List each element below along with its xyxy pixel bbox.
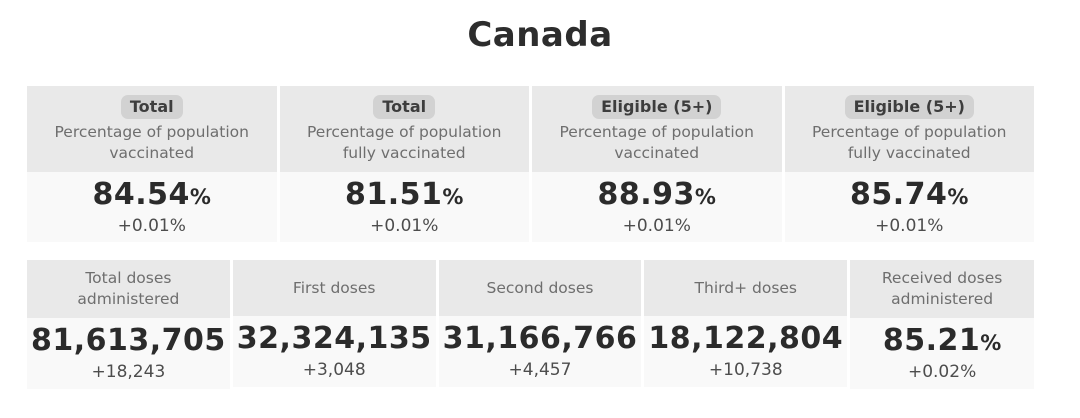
metric-value: 84.54%	[92, 176, 211, 212]
metric-card-header: Third+ doses	[644, 260, 848, 316]
page-title: Canada	[467, 15, 613, 55]
metric-label: Percentage of population fully vaccinate…	[307, 122, 502, 162]
metric-card-total-fully-vaccinated: Total Percentage of population fully vac…	[279, 86, 529, 242]
metric-label: First doses	[292, 278, 376, 297]
metric-value: 32,324,135	[236, 321, 432, 356]
metric-card-second-doses: Second doses 31,166,766 +4,457	[438, 260, 642, 389]
percent-unit: %	[189, 184, 211, 209]
metric-delta: +0.01%	[370, 215, 439, 236]
metric-value-area: 81.51% +0.01%	[279, 172, 529, 242]
metric-card-header: Total doses administered	[27, 260, 230, 318]
metric-label: Percentage of population vaccinated	[559, 122, 754, 162]
metric-card-header: Second doses	[438, 260, 642, 316]
metric-value-area: 85.21% +0.02%	[850, 318, 1034, 389]
metric-delta: +0.02%	[907, 362, 977, 382]
metric-label: Total doses administered	[77, 269, 180, 308]
metric-card-first-doses: First doses 32,324,135 +3,048	[232, 260, 436, 389]
metric-label: Received doses administered	[881, 269, 1003, 308]
metric-card-header: Total Percentage of population fully vac…	[279, 86, 529, 172]
metric-card-third-doses: Third+ doses 18,122,804 +10,738	[644, 260, 848, 389]
percent-unit: %	[442, 184, 464, 209]
metric-label: Third+ doses	[694, 278, 798, 297]
metric-card-header: First doses	[232, 260, 436, 316]
metric-value-area: 88.93% +0.01%	[532, 172, 782, 242]
vaccination-dashboard: Canada Total Percentage of population va…	[27, 15, 1034, 389]
percent-unit: %	[980, 331, 1002, 355]
metric-delta: +4,457	[508, 360, 572, 380]
metric-value-area: 81,613,705 +18,243	[27, 318, 230, 389]
metric-card-header: Received doses administered	[850, 260, 1034, 318]
metric-value-area: 32,324,135 +3,048	[232, 316, 436, 387]
metric-value: 85.74%	[850, 176, 969, 212]
metric-card-eligible-vaccinated: Eligible (5+) Percentage of population v…	[532, 86, 782, 242]
metric-value: 18,122,804	[648, 321, 844, 356]
metric-delta: +0.01%	[117, 215, 186, 236]
metric-delta: +0.01%	[875, 215, 944, 236]
metric-value: 81,613,705	[31, 323, 226, 358]
metric-delta: +10,738	[708, 360, 783, 380]
doses-metrics-row: Total doses administered 81,613,705 +18,…	[27, 260, 1034, 389]
scope-badge: Eligible (5+)	[592, 94, 722, 119]
metric-card-header: Eligible (5+) Percentage of population f…	[784, 86, 1034, 172]
metric-card-header: Total Percentage of population vaccinate…	[27, 86, 277, 172]
percent-unit: %	[947, 184, 969, 209]
metric-label: Percentage of population fully vaccinate…	[812, 122, 1007, 162]
metric-card-eligible-fully-vaccinated: Eligible (5+) Percentage of population f…	[784, 86, 1034, 242]
metric-value-area: 31,166,766 +4,457	[438, 316, 642, 387]
metric-value: 88.93%	[597, 176, 716, 212]
metric-card-total-vaccinated: Total Percentage of population vaccinate…	[27, 86, 277, 242]
scope-badge: Total	[373, 94, 436, 119]
metric-delta: +0.01%	[622, 215, 691, 236]
metric-card-total-doses: Total doses administered 81,613,705 +18,…	[27, 260, 230, 389]
metric-value: 85.21%	[882, 323, 1002, 358]
metric-label: Second doses	[486, 278, 594, 297]
metric-value: 81.51%	[345, 176, 464, 212]
scope-badge: Total	[120, 94, 183, 119]
percent-unit: %	[694, 184, 716, 209]
metric-card-header: Eligible (5+) Percentage of population v…	[532, 86, 782, 172]
metric-card-received-doses-administered: Received doses administered 85.21% +0.02…	[850, 260, 1034, 389]
metric-delta: +18,243	[91, 362, 166, 382]
metric-delta: +3,048	[302, 360, 366, 380]
metric-value-area: 18,122,804 +10,738	[644, 316, 848, 387]
metric-value-area: 85.74% +0.01%	[784, 172, 1034, 242]
percentage-metrics-row: Total Percentage of population vaccinate…	[27, 86, 1034, 242]
scope-badge: Eligible (5+)	[844, 94, 974, 119]
metric-value-area: 84.54% +0.01%	[27, 172, 277, 242]
metric-label: Percentage of population vaccinated	[54, 122, 249, 162]
metric-value: 31,166,766	[442, 321, 638, 356]
